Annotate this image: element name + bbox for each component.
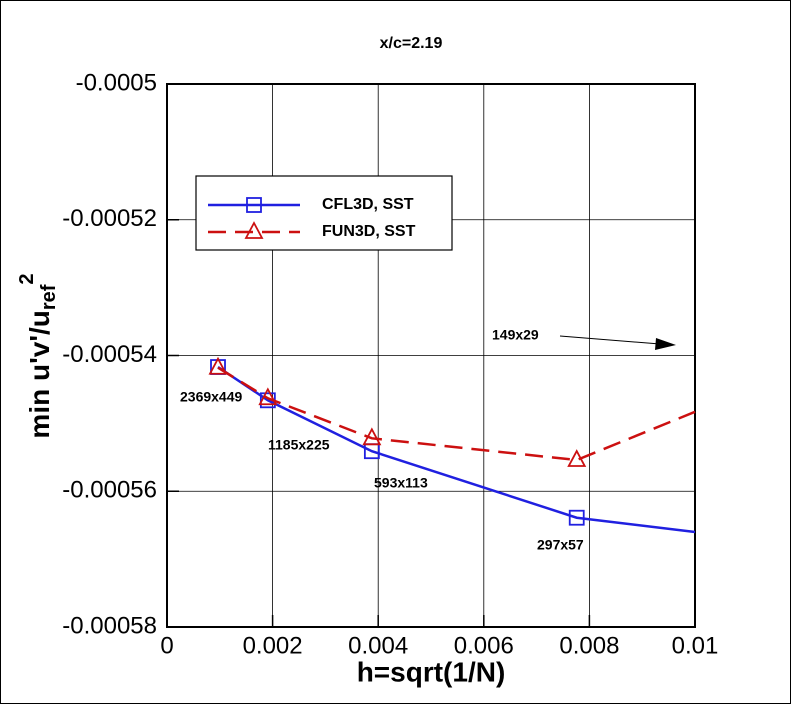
data-point <box>208 356 228 375</box>
y-axis-label-sub: ref <box>38 284 60 310</box>
annotation: 297x57 <box>537 537 584 553</box>
x-tick-label: 0.006 <box>454 632 514 659</box>
plot-border <box>166 83 696 628</box>
legend-label: CFL3D, SST <box>322 196 414 213</box>
y-tick-label: -0.00056 <box>62 477 157 504</box>
x-tick-label: 0 <box>160 632 173 659</box>
y-tick-label: -0.00054 <box>62 341 157 368</box>
annotation: 149x29 <box>492 327 539 343</box>
annotation: 1185x225 <box>268 437 330 453</box>
y-tick-label: -0.00052 <box>62 205 157 232</box>
x-axis-label: h=sqrt(1/N) <box>357 656 506 687</box>
annotation-arrowhead <box>655 338 676 350</box>
x-tick-label: 0.008 <box>559 632 619 659</box>
annotation: 593x113 <box>374 475 428 491</box>
data-point <box>258 387 278 406</box>
legend-marker <box>244 221 264 239</box>
chart-title: x/c=2.19 <box>380 35 443 52</box>
y-axis-label-main: min u'v'/u <box>24 310 55 438</box>
x-tick-label: 0.002 <box>243 632 303 659</box>
x-tick-label: 0.004 <box>348 632 408 659</box>
y-tick-label: -0.00058 <box>62 612 157 639</box>
data-point <box>362 427 382 446</box>
legend-marker <box>246 197 262 213</box>
y-tick-label: -0.0005 <box>76 69 157 96</box>
x-tick-label: 0.01 <box>672 632 719 659</box>
y-axis-label-sup: 2 <box>16 273 38 284</box>
y-axis-label: min u'v'/uref2 <box>16 273 60 438</box>
annotation: 2369x449 <box>180 389 243 405</box>
series-line <box>217 366 696 462</box>
annotation-arrow <box>559 335 661 345</box>
data-point <box>568 509 585 526</box>
legend-label: FUN3D, SST <box>322 223 416 240</box>
data-point <box>567 449 587 467</box>
legend-box <box>195 175 453 251</box>
